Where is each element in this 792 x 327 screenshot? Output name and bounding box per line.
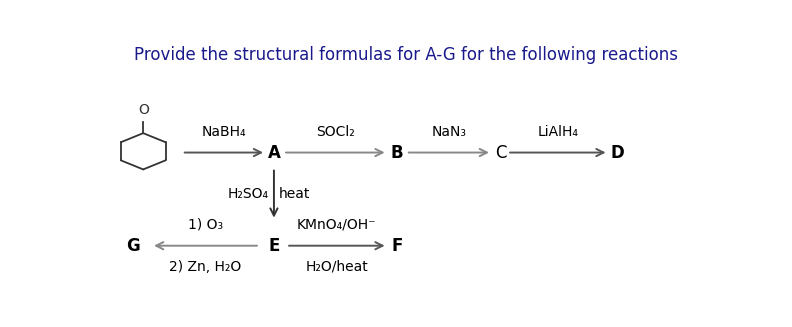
Text: H₂SO₄: H₂SO₄ [228,187,269,201]
Text: G: G [126,237,139,255]
Text: Provide the structural formulas for A-G for the following reactions: Provide the structural formulas for A-G … [134,45,678,63]
Text: F: F [391,237,402,255]
Text: 1) O₃: 1) O₃ [188,218,223,232]
Text: KMnO₄/OH⁻: KMnO₄/OH⁻ [297,218,377,232]
Text: heat: heat [279,187,310,201]
Text: C: C [495,144,507,162]
Text: NaN₃: NaN₃ [432,126,466,139]
Text: A: A [268,144,280,162]
Text: O: O [138,103,149,117]
Text: SOCl₂: SOCl₂ [316,126,355,139]
Text: LiAlH₄: LiAlH₄ [537,126,578,139]
Text: D: D [611,144,625,162]
Text: 2) Zn, H₂O: 2) Zn, H₂O [169,260,242,274]
Text: E: E [268,237,280,255]
Text: B: B [390,144,403,162]
Text: NaBH₄: NaBH₄ [202,126,246,139]
Text: H₂O/heat: H₂O/heat [306,260,368,274]
